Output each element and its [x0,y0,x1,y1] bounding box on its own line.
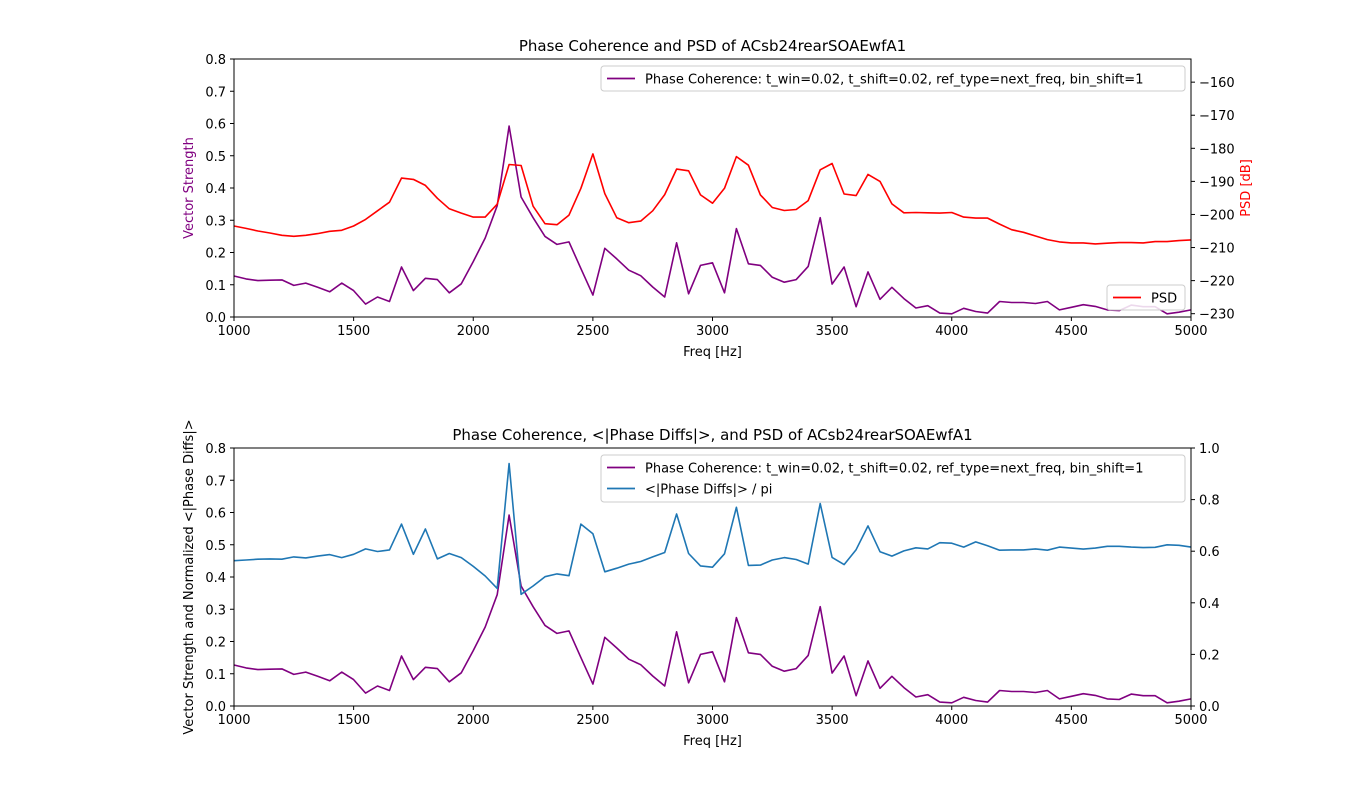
x-tick-label: 4500 [1055,324,1088,339]
x-tick-label: 2500 [576,713,609,728]
x-tick-label: 2000 [457,713,490,728]
x-tick-label: 2000 [457,324,490,339]
right-y-tick-label: 0.8 [1199,494,1220,509]
x-tick-label: 5000 [1174,713,1207,728]
x-tick-label: 2500 [576,324,609,339]
x-tick-label: 3000 [696,324,729,339]
y-axis-label: Vector Strength and Normalized <|Phase D… [182,419,197,734]
right-y-tick-label: −200 [1199,208,1235,223]
y-tick-label: 0.3 [205,214,226,229]
y-tick-label: 0.0 [205,311,226,326]
x-tick-label: 4000 [935,713,968,728]
legend-label: PSD [1151,292,1177,307]
plot-frame [233,58,1192,318]
right-y-tick-label: −180 [1199,142,1235,157]
right-y-tick-label: −210 [1199,242,1235,257]
y-tick-label: 0.8 [205,442,226,457]
y-tick-label: 0.5 [205,539,226,554]
y-tick-label: 0.6 [205,118,226,133]
y-tick-label: 0.2 [205,636,226,651]
right-y-tick-label: −230 [1199,308,1235,323]
chart-title: Phase Coherence and PSD of ACsb24rearSOA… [519,37,906,55]
legend-box [600,65,1186,92]
y-tick-label: 0.4 [205,571,226,586]
x-tick-label: 3500 [816,324,849,339]
x-tick-label: 4500 [1055,713,1088,728]
right-y-tick-label: −170 [1199,109,1235,124]
bottom-chart-panel: Phase Coherence, <|Phase Diffs|>, and PS… [182,419,1220,749]
x-tick-label: 1500 [337,713,370,728]
chart-title: Phase Coherence, <|Phase Diffs|>, and PS… [452,426,972,444]
x-tick-label: 1000 [217,324,250,339]
x-tick-label: 5000 [1174,324,1207,339]
y-tick-label: 0.8 [205,53,226,68]
x-axis-label: Freq [Hz] [683,345,742,360]
right-y-tick-label: −160 [1199,76,1235,91]
x-tick-label: 1500 [337,324,370,339]
top-chart-panel: Phase Coherence and PSD of ACsb24rearSOA… [182,37,1254,360]
plot-frame [233,447,1192,707]
legend-box [1106,284,1186,311]
y-tick-label: 0.1 [205,279,226,294]
y-tick-label: 0.4 [205,182,226,197]
y-tick-label: 0.2 [205,247,226,262]
right-y-tick-label: −190 [1199,175,1235,190]
series-line-1 [233,462,1192,596]
x-axis-label: Freq [Hz] [683,734,742,749]
series-line-0 [233,514,1192,704]
x-tick-label: 1000 [217,713,250,728]
legend-box [600,454,1186,503]
legend-label: Phase Coherence: t_win=0.02, t_shift=0.0… [645,73,1143,88]
right-y-axis-label: PSD [dB] [1239,159,1254,217]
legend-label: <|Phase Diffs|> / pi [645,483,772,498]
right-y-tick-label: 1.0 [1199,442,1220,457]
right-y-tick-label: −220 [1199,275,1235,290]
right-y-tick-label: 0.2 [1199,648,1220,663]
x-tick-label: 4000 [935,324,968,339]
y-tick-label: 0.3 [205,603,226,618]
right-y-tick-label: 0.6 [1199,545,1220,560]
x-tick-label: 3500 [816,713,849,728]
y-axis-label: Vector Strength [182,137,197,239]
y-tick-label: 0.5 [205,150,226,165]
series-line-0 [233,125,1192,315]
right-y-tick-label: 0.4 [1199,597,1220,612]
y-tick-label: 0.1 [205,668,226,683]
right-y-tick-label: 0.0 [1199,700,1220,715]
y-tick-label: 0.0 [205,700,226,715]
y-tick-label: 0.6 [205,507,226,522]
x-tick-label: 3000 [696,713,729,728]
legend-label: Phase Coherence: t_win=0.02, t_shift=0.0… [645,462,1143,477]
series-line-1 [233,153,1192,245]
y-tick-label: 0.7 [205,474,226,489]
y-tick-label: 0.7 [205,85,226,100]
